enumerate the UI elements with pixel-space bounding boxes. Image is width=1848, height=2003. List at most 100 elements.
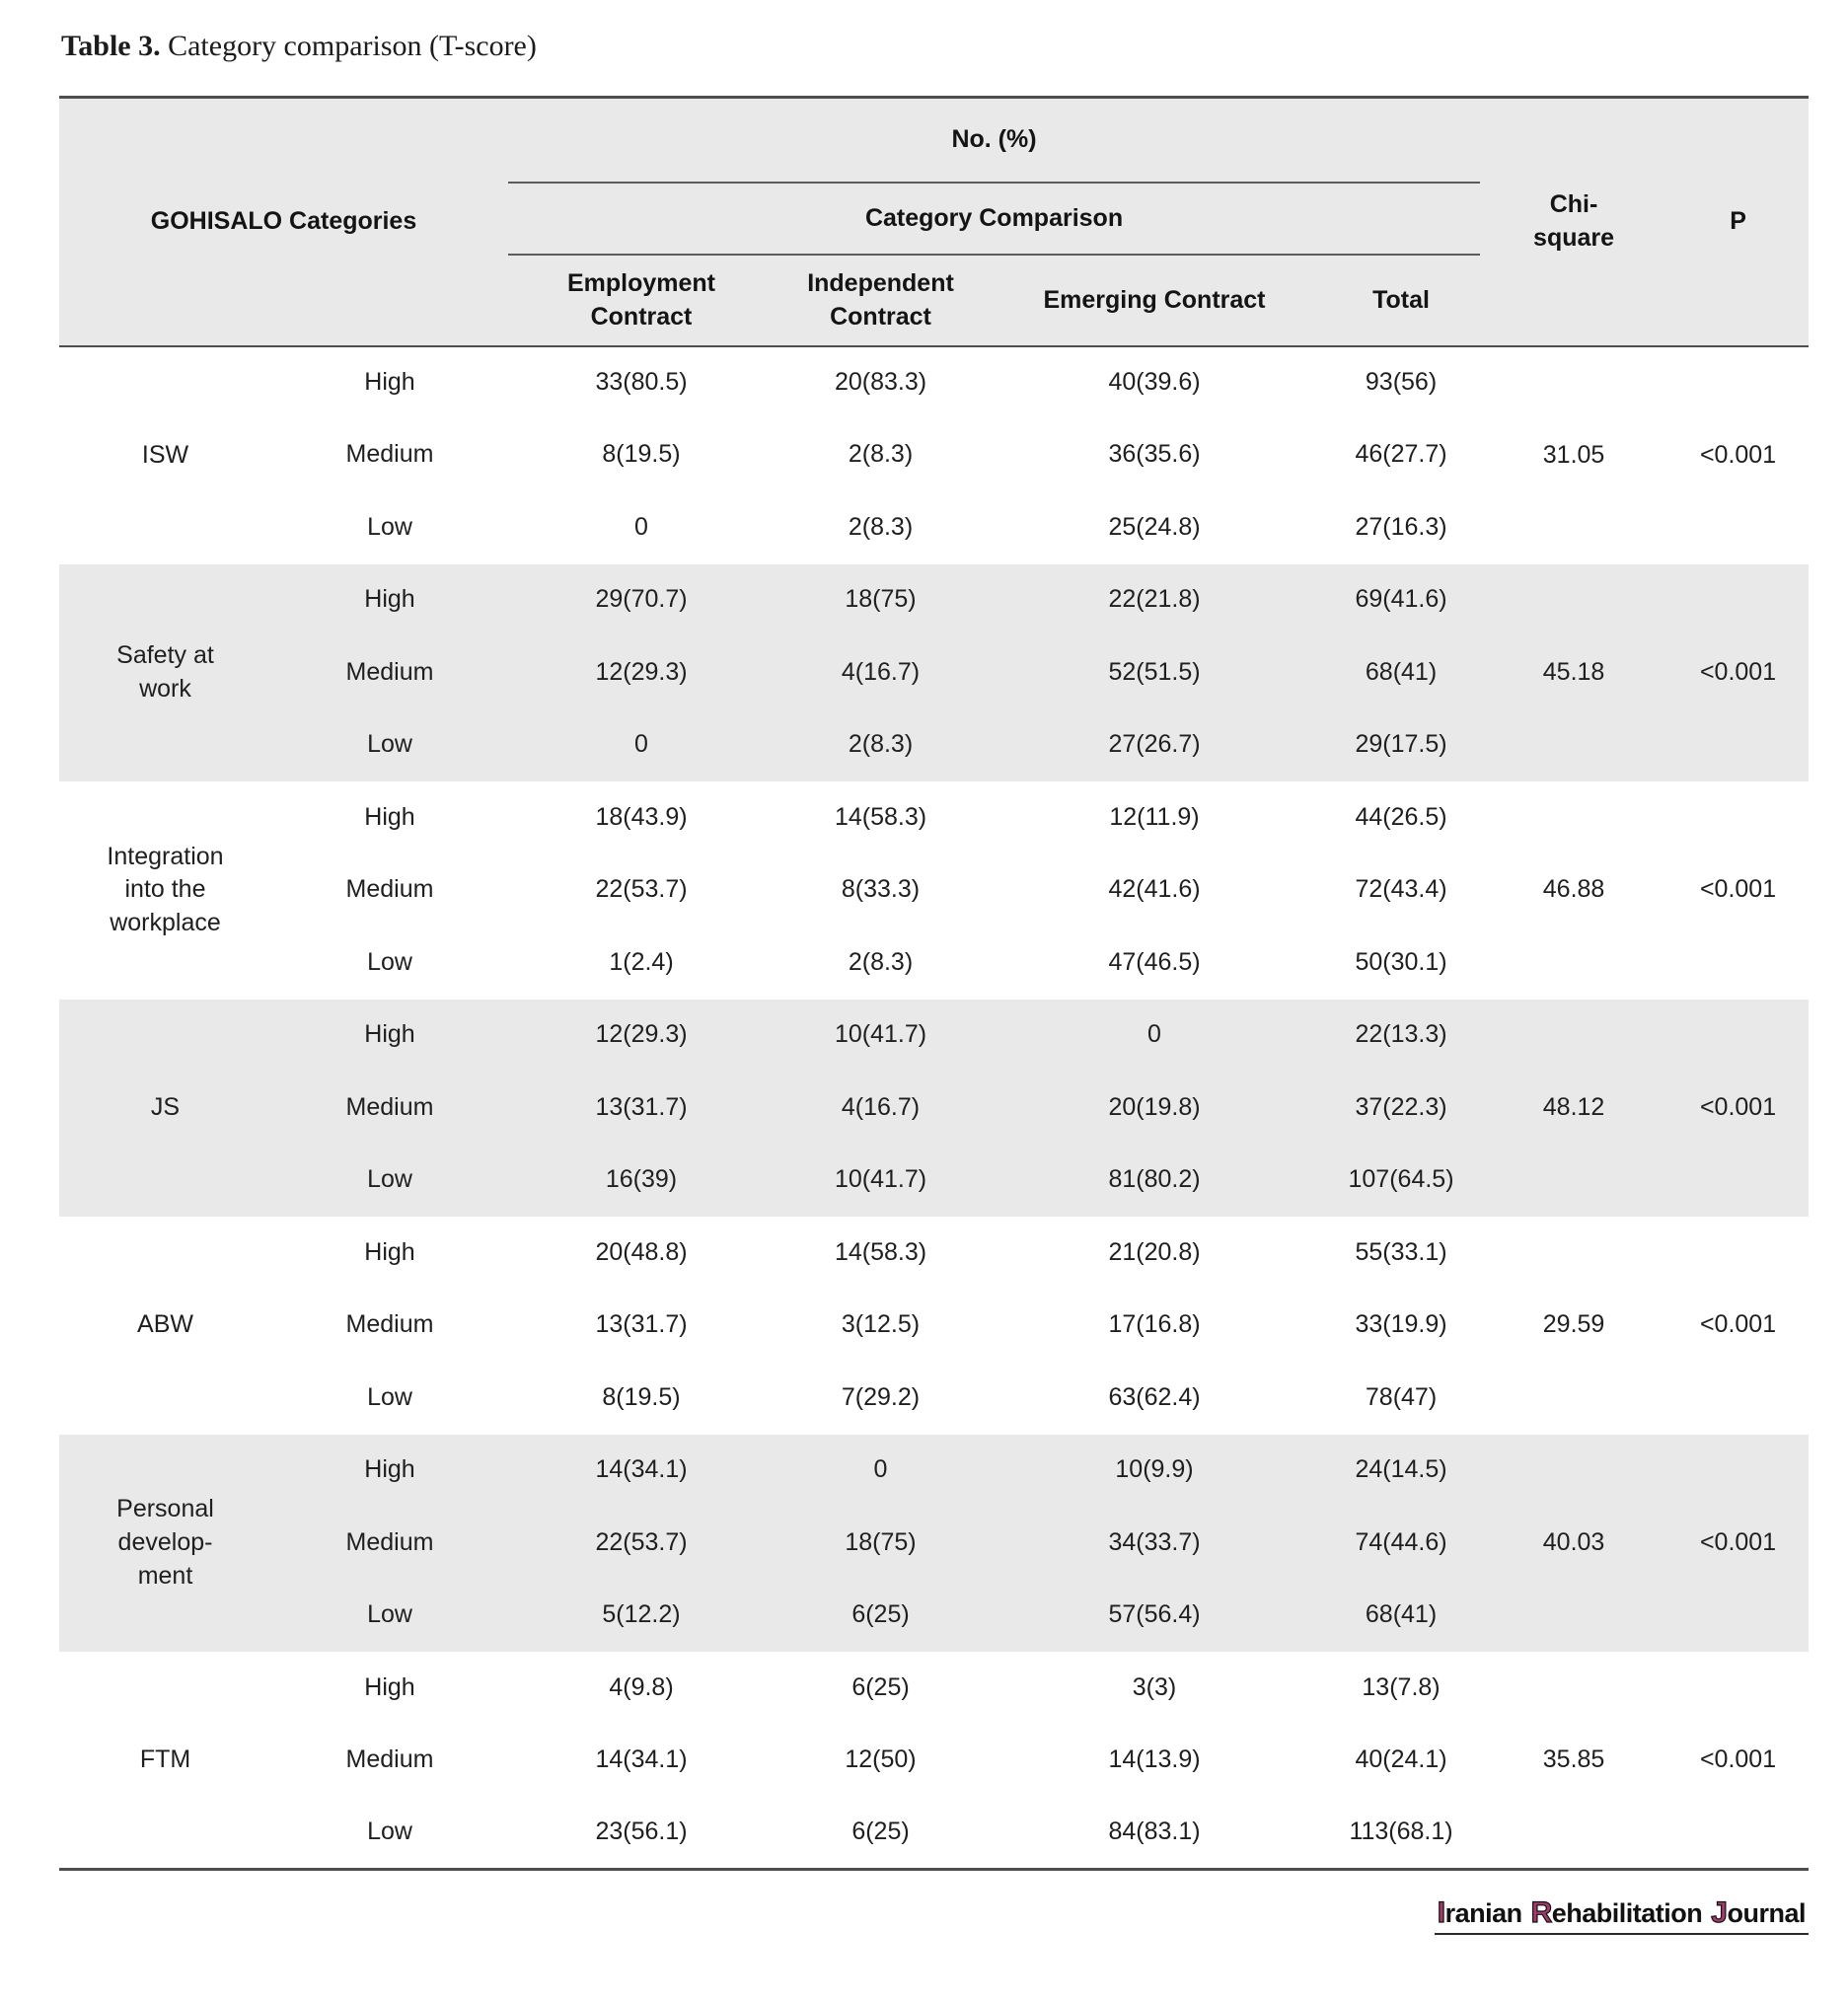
level-cell: High [364,802,415,831]
level-cell: Low [367,512,412,541]
p-cell: <0.001 [1667,563,1810,781]
table-row: Low 23(56.1) 6(25) 84(83.1) 113(68.1) [59,1797,1809,1870]
value-cell: 68(41) [1322,636,1481,709]
category-cell: Integration into the workplace [59,781,271,1000]
value-cell: 12(11.9) [1109,802,1200,831]
value-cell: 14(13.9) [1108,1745,1201,1774]
table-row: FTM High 4(9.8) 6(25) 3(3) 13(7.8) 35.85 <0.001 [59,1652,1809,1773]
value-cell: 10(41.7) [775,1144,987,1217]
header-gohisalo-categories: GOHISALO Categories [59,97,508,347]
value-cell: 5(12.2) [508,1579,775,1652]
value-cell: 29(17.5) [1322,708,1481,781]
table-row: Medium 8(19.5) 2(8.3) 36(35.6) 46(27.7) [59,419,1809,492]
value-cell: 2(8.3) [848,947,914,976]
level-cell: High [364,1672,415,1701]
value-cell: 16(39) [508,1144,775,1217]
level-cell: Low [271,1579,508,1652]
p-cell: <0.001 [1699,440,1777,469]
category-label: JS [150,1092,181,1121]
value-cell: 13(31.7) [508,1072,775,1145]
value-cell: 81(80.2) [987,1144,1322,1217]
table-row: Medium 14(34.1) 12(50) 14(13.9) 40(24.1) [59,1725,1809,1798]
level-cell: Low [271,1144,508,1217]
value-cell: 4(16.7) [775,1072,987,1145]
category-label: FTM [139,1744,191,1773]
value-cell: 2(8.3) [848,440,914,469]
table-number-label: Table 3. [61,30,161,62]
value-cell: 14(34.1) [595,1745,688,1774]
level-cell: Medium [345,440,434,469]
value-cell: 84(83.1) [1108,1818,1201,1846]
table-row: Low 16(39) 10(41.7) 81(80.2) 107(64.5) [59,1144,1809,1217]
p-cell: <0.001 [1667,1434,1810,1652]
value-cell: 0 [775,1434,987,1507]
value-cell: 50(30.1) [1355,947,1447,976]
category-cell: JS [59,999,271,1217]
level-cell: High [271,999,508,1072]
chi-square-cell: 29.59 [1542,1310,1605,1339]
value-cell: 17(16.8) [1108,1310,1201,1339]
level-cell: Medium [271,636,508,709]
value-cell: 6(25) [851,1672,910,1701]
value-cell: 14(34.1) [508,1434,775,1507]
value-cell: 72(43.4) [1355,875,1447,904]
value-cell: 6(25) [851,1818,910,1846]
value-cell: 14(58.3) [834,1237,927,1266]
page-title: Table 3. Category comparison (T-score) [61,30,1848,75]
chi-square-cell: 40.03 [1480,1434,1668,1652]
header-no-percent: No. (%) [508,97,1481,184]
journal-word: Iranian [1437,1895,1523,1929]
category-comparison-table: GOHISALO Categories No. (%) Chi-square P… [59,96,1810,1871]
value-cell: 68(41) [1322,1579,1481,1652]
header-total: Total [1322,255,1481,347]
value-cell: 33(19.9) [1355,1310,1447,1339]
chi-square-cell: 46.88 [1542,875,1605,904]
level-cell: Low [367,947,412,976]
value-cell: 63(62.4) [1108,1382,1201,1411]
value-cell: 74(44.6) [1322,1507,1481,1580]
value-cell: 22(13.3) [1322,999,1481,1072]
value-cell: 42(41.6) [1108,875,1201,904]
table-row: Integration into the workplace High 18(43.… [59,781,1809,936]
header-employment-contract: Employment Contract [508,255,775,347]
value-cell: 27(16.3) [1355,512,1447,541]
value-cell: 25(24.8) [1108,512,1201,541]
category-cell: Personal develop-ment [59,1434,271,1652]
value-cell: 8(19.5) [602,440,681,469]
value-cell: 40(39.6) [1108,368,1201,397]
table-row: Safety at work High 29(70.7) 18(75) 22(21.8)… [59,563,1810,781]
value-cell: 22(53.7) [508,1507,775,1580]
value-cell: 20(48.8) [595,1237,688,1266]
value-cell: 0 [508,708,775,781]
value-cell: 14(58.3) [834,802,927,831]
journal-logo: Iranian Rehabilitation Journal [1434,1895,1809,1935]
value-cell: 3(3) [1132,1672,1177,1701]
value-cell: 44(26.5) [1355,802,1447,831]
journal-word-rest: ranian [1444,1898,1523,1928]
value-cell: 8(33.3) [841,875,921,904]
level-cell: Low [271,708,508,781]
value-cell: 4(9.8) [609,1672,674,1701]
p-cell: <0.001 [1699,1744,1777,1773]
value-cell: 0 [987,999,1322,1072]
value-cell: 2(8.3) [848,512,914,541]
category-label: Safety at work [116,641,214,703]
value-cell: 33(80.5) [595,368,688,397]
category-label: ISW [141,440,189,469]
value-cell: 47(46.5) [1108,947,1201,976]
value-cell: 21(20.8) [1108,1237,1201,1266]
value-cell: 2(8.3) [775,708,987,781]
category-label: Integration into the workplace [107,842,224,937]
header-independent-contract: Independent Contract [775,255,987,347]
table-row: Medium 13(31.7) 3(12.5) 17(16.8) 33(19.9) [59,1290,1809,1363]
category-label: ABW [137,1310,193,1339]
journal-word-rest: ehabilitation [1551,1898,1703,1928]
journal-word-rest: ournal [1727,1898,1806,1928]
chi-square-cell: 35.85 [1542,1744,1605,1773]
journal-word: Journal [1711,1895,1807,1929]
value-cell: 20(83.3) [834,368,927,397]
value-cell: 13(31.7) [595,1310,688,1339]
value-cell: 93(56) [1365,368,1438,397]
value-cell: 3(12.5) [841,1310,921,1339]
header-category-comparison: Category Comparison [508,183,1481,256]
